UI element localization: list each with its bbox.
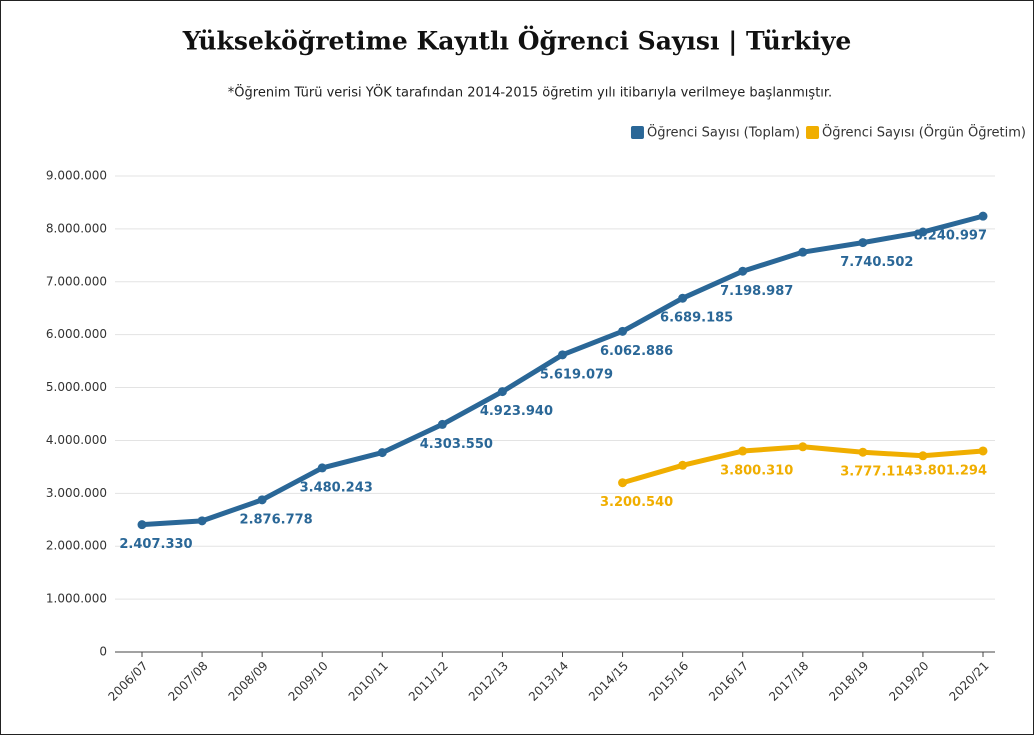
point (137, 520, 147, 530)
y-tick-label: 1.000.000 (46, 592, 107, 606)
data-label: 7.198.987 (720, 284, 793, 299)
data-label: 3.200.540 (600, 495, 673, 510)
y-tick-label: 8.000.000 (46, 221, 107, 235)
point (678, 460, 688, 470)
point (798, 247, 808, 257)
point (978, 211, 988, 221)
point (377, 448, 387, 458)
data-label: 7.740.502 (840, 255, 913, 270)
legend-label: Öğrenci Sayısı (Örgün Öğretim) (822, 124, 1026, 141)
point (918, 451, 928, 461)
chart-title: Yükseköğretime Kayıtlı Öğrenci Sayısı | … (182, 27, 852, 56)
legend-label: Öğrenci Sayısı (Toplam) (647, 124, 800, 141)
y-tick-label: 2.000.000 (46, 539, 107, 553)
data-label: 2.407.330 (119, 537, 192, 552)
y-tick-label: 5.000.000 (46, 380, 107, 394)
data-label: 5.619.079 (540, 367, 613, 382)
data-label: 3.777.114 (840, 465, 913, 480)
point (197, 516, 207, 526)
y-tick-label: 0 (99, 645, 107, 659)
legend-swatch (806, 126, 820, 139)
point (678, 293, 688, 303)
y-tick-label: 6.000.000 (46, 327, 107, 341)
point (918, 227, 928, 237)
point (738, 266, 748, 276)
y-tick-label: 3.000.000 (46, 486, 107, 500)
data-label: 8.240.997 (914, 229, 987, 244)
point (798, 442, 808, 452)
data-label: 6.689.185 (660, 311, 733, 326)
point (858, 447, 868, 457)
point (618, 326, 628, 336)
legend-swatch (630, 126, 644, 139)
data-label: 3.801.294 (914, 463, 987, 478)
point (257, 495, 267, 505)
point (437, 419, 447, 429)
data-label: 3.480.243 (300, 480, 373, 495)
point (558, 350, 567, 360)
data-label: 6.062.886 (600, 344, 673, 359)
point (618, 478, 628, 488)
data-label: 2.876.778 (240, 512, 313, 527)
y-tick-label: 9.000.000 (46, 169, 107, 183)
y-tick-label: 7.000.000 (46, 274, 107, 288)
point (978, 446, 988, 456)
point (738, 446, 748, 456)
y-tick-label: 4.000.000 (46, 433, 107, 447)
data-label: 4.303.550 (420, 437, 493, 452)
data-label: 3.800.310 (720, 464, 793, 479)
point (497, 387, 507, 397)
point (858, 238, 868, 248)
chart-subtitle: *Öğrenim Türü verisi YÖK tarafından 2014… (228, 84, 832, 101)
data-label: 4.923.940 (480, 404, 553, 419)
point (317, 463, 327, 473)
